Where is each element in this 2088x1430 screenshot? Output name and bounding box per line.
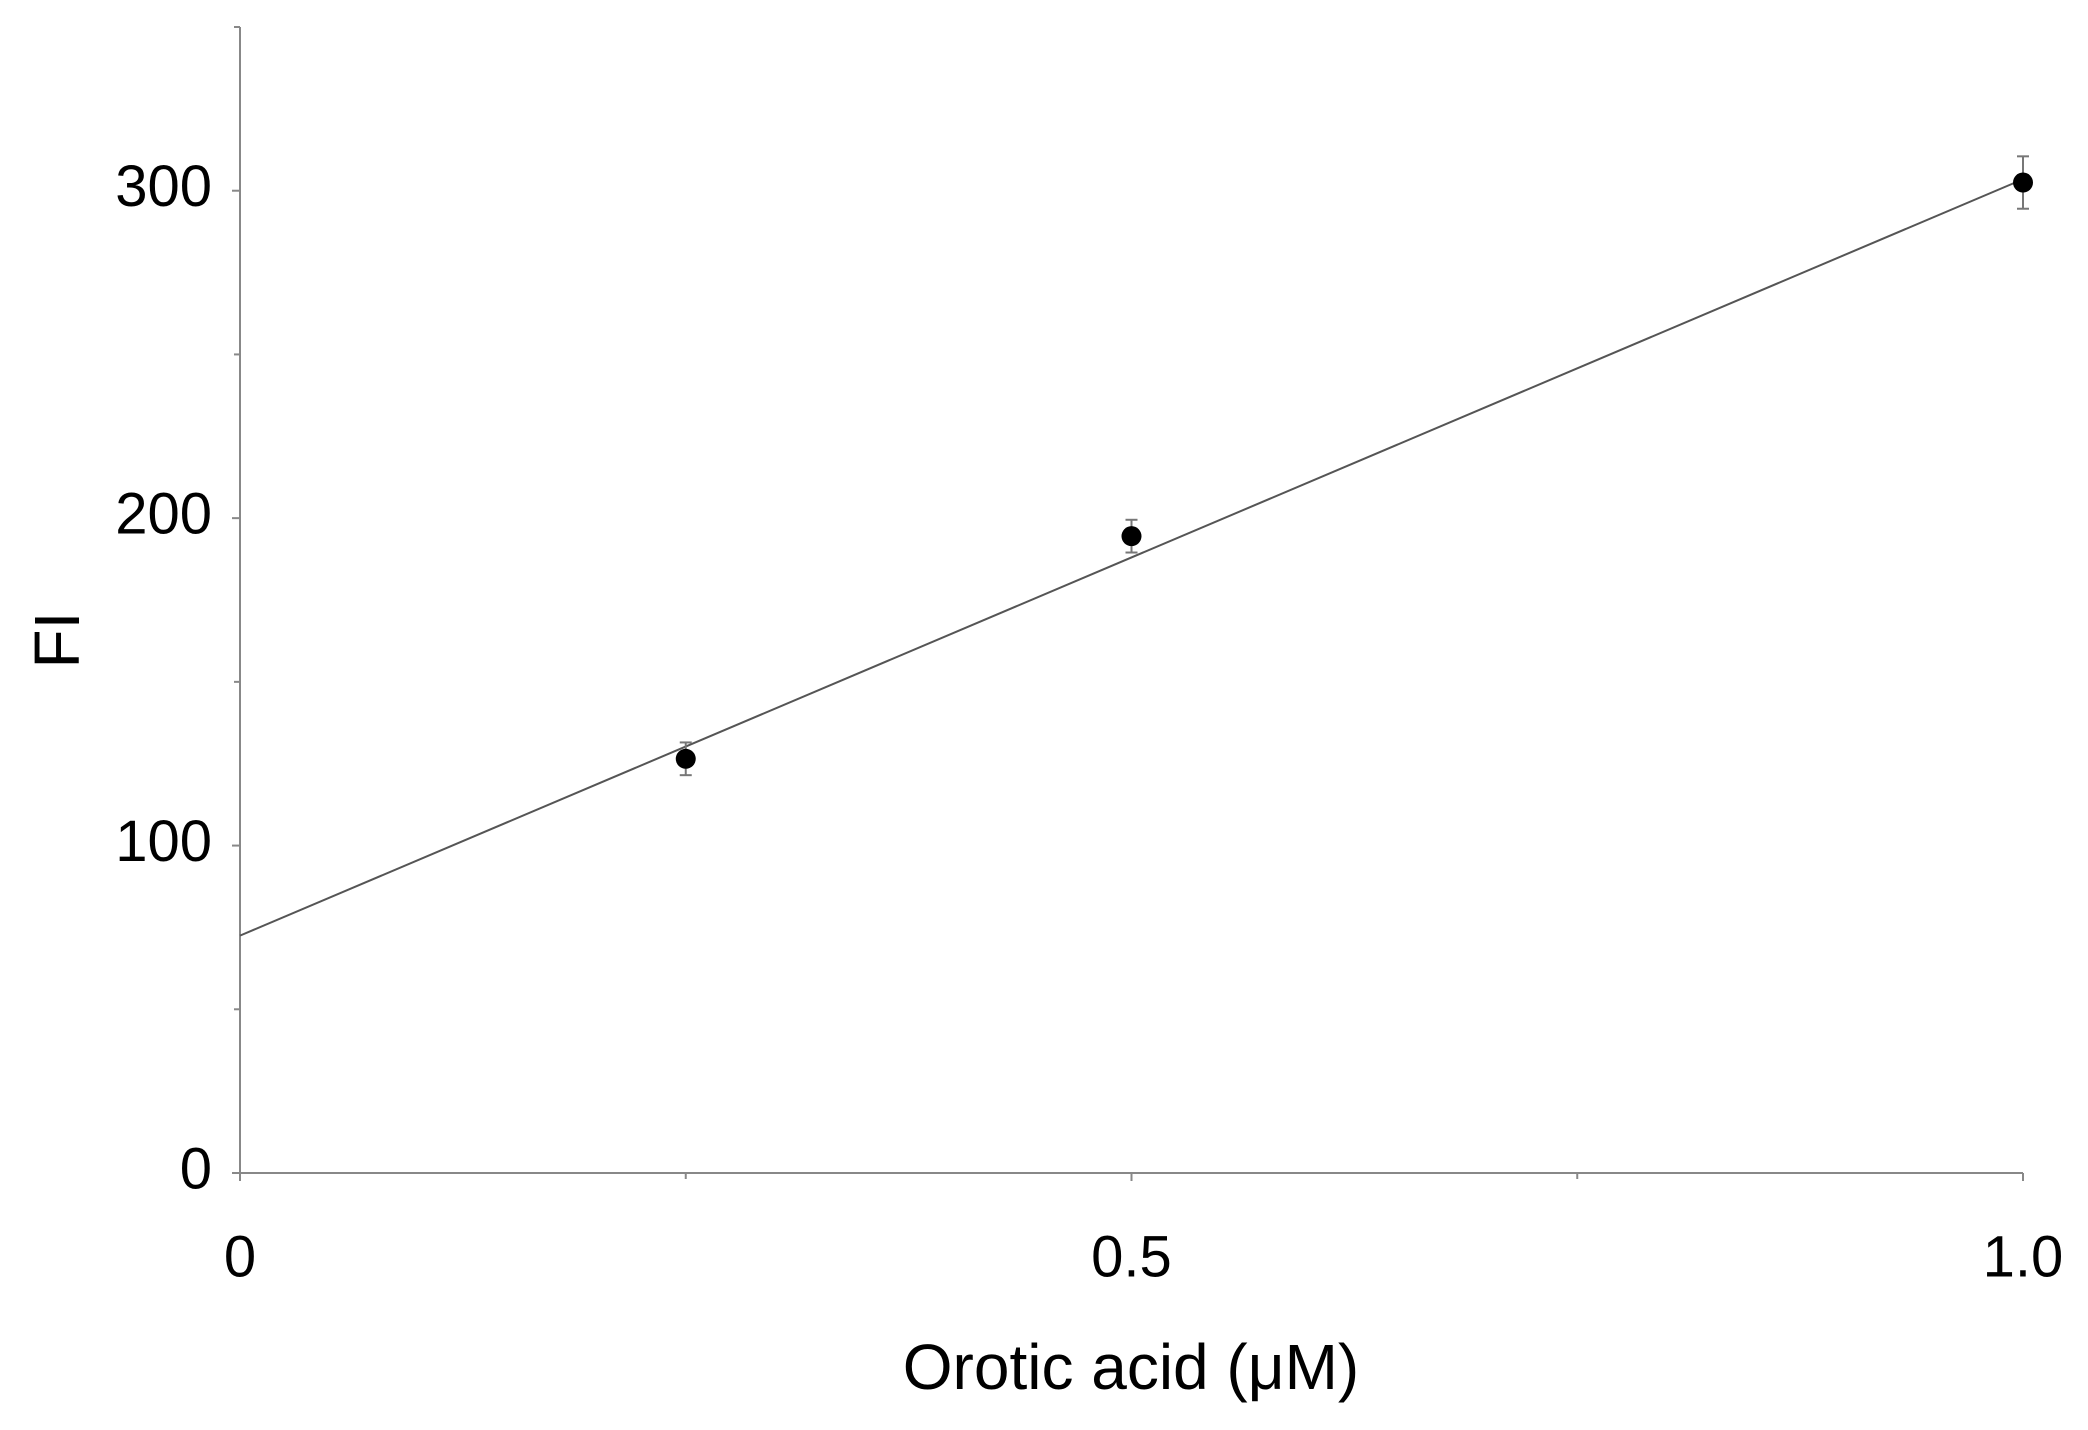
y-tick-label: 300 (115, 154, 212, 219)
x-tick-label: 0 (224, 1224, 256, 1289)
y-tick-label: 100 (115, 809, 212, 874)
x-axis-title: Orotic acid (μM) (903, 1331, 1359, 1403)
point (1121, 526, 1142, 547)
point (675, 748, 696, 769)
x-tick-label: 0.5 (1091, 1224, 1172, 1289)
fit-line (239, 178, 2024, 937)
y-axis-title: FI (21, 612, 93, 669)
y-tick-label: 0 (180, 1136, 212, 1201)
y-tick-label: 200 (115, 481, 212, 546)
x-tick-label: 1.0 (1983, 1224, 2064, 1289)
point (2013, 172, 2033, 193)
